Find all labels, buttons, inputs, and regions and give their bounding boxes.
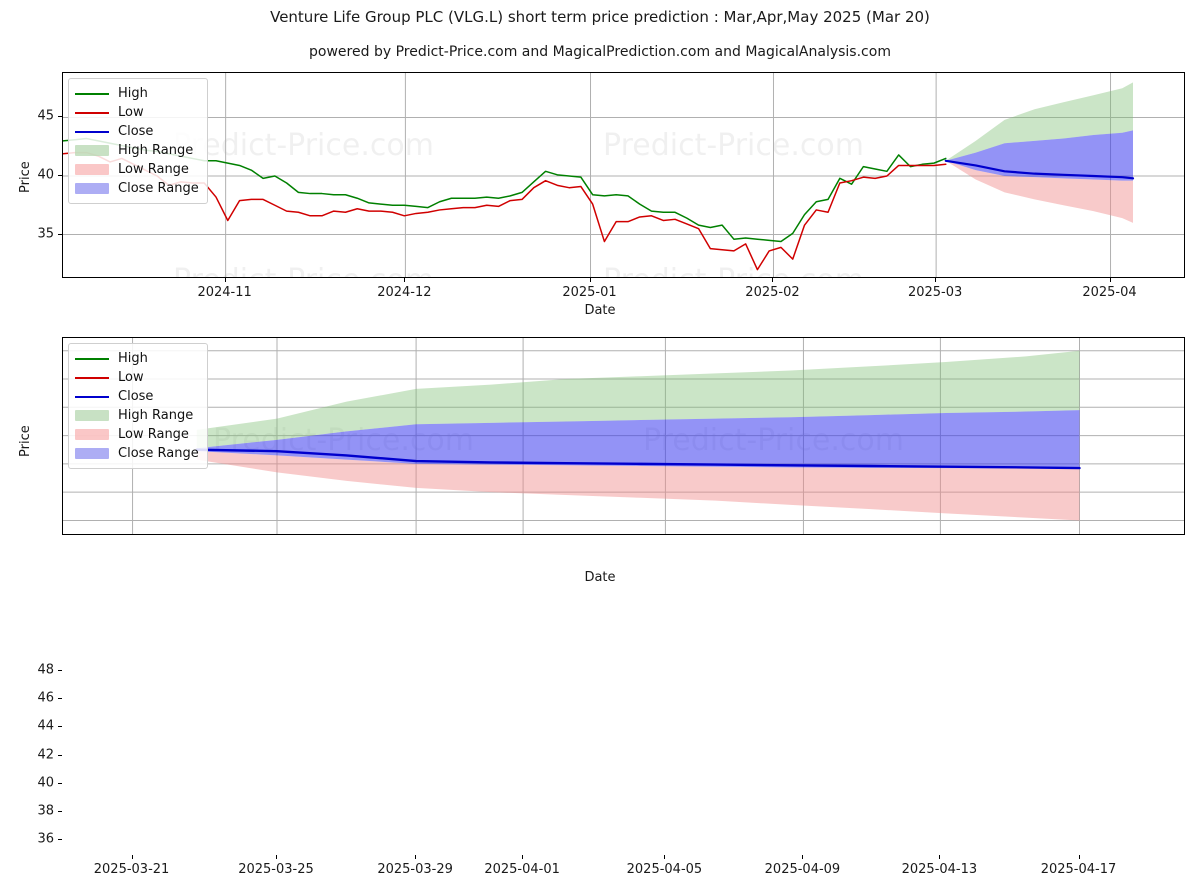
x-axis-tick-label: 2025-03	[907, 285, 963, 300]
bottom-chart-legend: High Low Close High Range Low Range Close Ran…	[68, 343, 208, 469]
legend-line-swatch	[75, 357, 109, 360]
y-axis-tick-mark	[58, 754, 62, 756]
x-axis-tick-mark	[589, 278, 591, 282]
legend-label: Close Range	[118, 446, 199, 461]
x-axis-tick-label: 2025-04-01	[484, 862, 560, 877]
y-axis-tick-label: 44	[37, 718, 54, 734]
legend-item: High	[75, 84, 199, 103]
legend-item: Low	[75, 368, 199, 387]
x-axis-tick-label: 2025-03-29	[377, 862, 453, 877]
bottom-chart-panel: Price Predict-Price.com Predict-Price.co…	[0, 320, 1200, 877]
x-axis-tick-label: 2025-04-05	[626, 862, 703, 877]
legend-patch-swatch	[75, 145, 109, 156]
legend-item: High Range	[75, 141, 199, 160]
legend-label: Low Range	[118, 427, 189, 442]
x-axis-tick-label: 2025-04-09	[764, 862, 841, 877]
legend-item: High Range	[75, 406, 199, 425]
x-axis-tick-mark	[522, 855, 524, 859]
y-axis-tick-label: 40	[37, 775, 54, 791]
y-axis-tick-label: 48	[37, 662, 54, 678]
y-axis-tick-label: 42	[37, 747, 54, 763]
x-axis-tick-label: 2025-01	[562, 285, 617, 300]
y-axis-tick-label: 45	[37, 108, 54, 124]
x-axis-tick-mark	[1109, 278, 1111, 282]
x-axis-tick-label: 2024-12	[377, 285, 432, 300]
legend-item: Low Range	[75, 160, 199, 179]
page-title: Venture Life Group PLC (VLG.L) short ter…	[270, 8, 930, 26]
bottom-chart-svg	[63, 338, 1184, 534]
legend-label: Close Range	[118, 181, 199, 196]
y-axis-tick-mark	[58, 175, 62, 176]
x-axis-tick-label: 2025-04-13	[901, 862, 978, 877]
y-axis-tick-mark	[58, 698, 62, 699]
x-axis-tick-mark	[404, 278, 406, 282]
x-axis-tick-mark	[131, 855, 133, 859]
top-chart-plot-area: Predict-Price.com Predict-Price.com Pred…	[62, 72, 1185, 278]
x-axis-tick-label: 2025-04-17	[1040, 862, 1117, 877]
top-chart-legend: High Low Close High Range Low Range Close Ran…	[68, 78, 208, 204]
y-axis-tick-label: 38	[37, 803, 54, 819]
legend-label: High Range	[118, 143, 194, 158]
legend-patch-swatch	[75, 183, 109, 194]
legend-item: Close Range	[75, 444, 199, 463]
legend-item: Close Range	[75, 179, 199, 198]
page-subtitle: powered by Predict-Price.com and Magical…	[309, 44, 891, 60]
y-axis-tick-mark	[58, 811, 62, 813]
x-axis-tick-mark	[939, 855, 941, 859]
bottom-chart-x-axis-label: Date	[584, 570, 616, 585]
x-axis-tick-mark	[772, 278, 774, 282]
x-axis-tick-mark	[664, 855, 666, 859]
bottom-chart-y-axis-label: Price	[18, 425, 33, 457]
legend-item: Low Range	[75, 425, 199, 444]
legend-label: Low Range	[118, 162, 189, 177]
legend-line-swatch	[75, 92, 109, 95]
x-axis-tick-label: 2025-04	[1082, 285, 1137, 300]
x-axis-tick-label: 2024-11	[197, 285, 252, 300]
y-axis-tick-label: 40	[37, 167, 54, 183]
legend-item: High	[75, 349, 199, 368]
x-axis-tick-label: 2025-02	[745, 285, 800, 300]
legend-line-swatch	[75, 111, 109, 114]
x-axis-tick-mark	[276, 855, 277, 859]
legend-patch-swatch	[75, 164, 109, 175]
x-axis-tick-mark	[935, 278, 937, 282]
top-chart-x-axis-label: Date	[584, 303, 616, 318]
x-axis-tick-mark	[224, 278, 226, 282]
x-axis-tick-mark	[1078, 855, 1080, 859]
x-axis-tick-mark	[802, 855, 804, 859]
bottom-chart-plot-area: Predict-Price.com Predict-Price.com	[62, 337, 1185, 535]
legend-line-swatch	[75, 376, 109, 379]
legend-label: High	[118, 351, 148, 366]
legend-patch-swatch	[75, 410, 109, 421]
legend-label: High	[118, 86, 148, 101]
top-chart-panel: Price Predict-Price.com Predict-Price.co…	[0, 0, 1200, 320]
y-axis-tick-mark	[58, 233, 62, 235]
y-axis-tick-mark	[58, 782, 62, 784]
x-axis-tick-mark	[415, 855, 417, 859]
top-chart-svg	[63, 73, 1184, 277]
legend-label: Close	[118, 124, 154, 139]
y-axis-tick-mark	[58, 669, 62, 671]
legend-item: Low	[75, 103, 199, 122]
legend-label: Close	[118, 389, 154, 404]
x-axis-tick-label: 2025-03-21	[93, 862, 170, 877]
legend-label: High Range	[118, 408, 194, 423]
legend-patch-swatch	[75, 448, 109, 459]
y-axis-tick-label: 46	[37, 690, 54, 706]
legend-line-swatch	[75, 395, 109, 398]
legend-label: Low	[118, 370, 144, 385]
y-axis-tick-mark	[58, 726, 62, 728]
y-axis-tick-mark	[58, 839, 62, 841]
y-axis-tick-label: 36	[37, 831, 54, 847]
y-axis-tick-mark	[58, 116, 62, 118]
legend-patch-swatch	[75, 429, 109, 440]
legend-item: Close	[75, 387, 199, 406]
legend-line-swatch	[75, 130, 109, 133]
legend-label: Low	[118, 105, 144, 120]
legend-item: Close	[75, 122, 199, 141]
x-axis-tick-label: 2025-03-25	[238, 862, 314, 877]
y-axis-tick-label: 35	[37, 226, 54, 242]
